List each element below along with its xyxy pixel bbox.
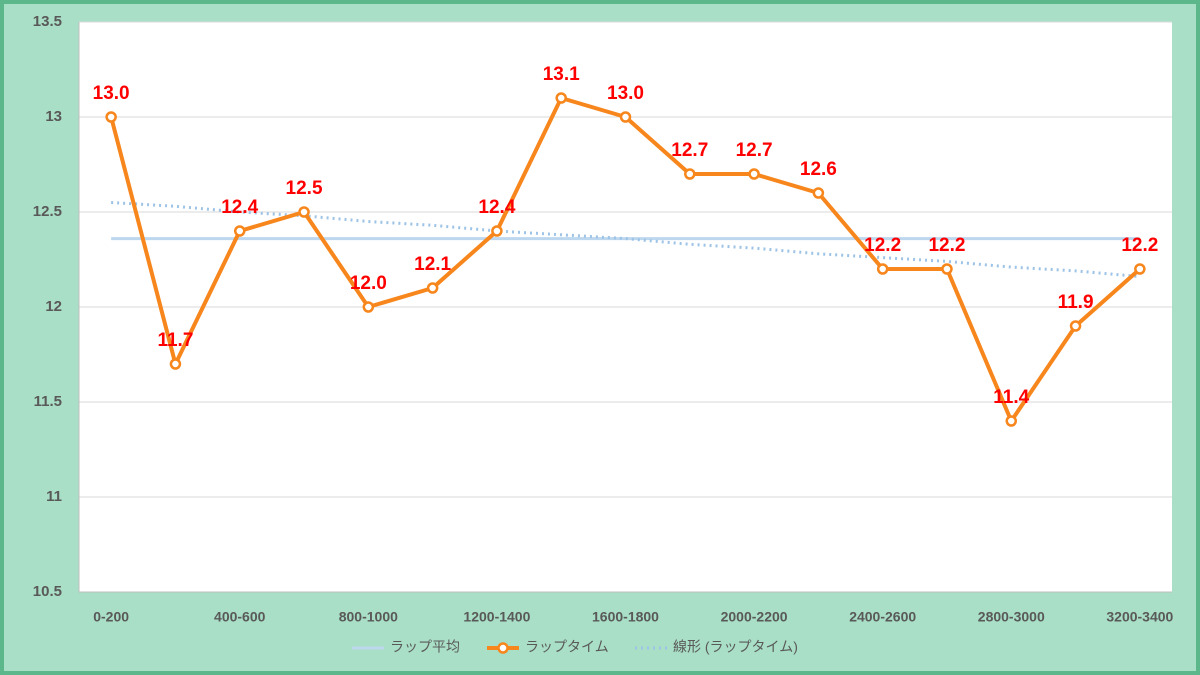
point-marker — [748, 168, 760, 180]
legend-label: 線形 (ラップタイム) — [673, 639, 798, 655]
data-label: 12.1 — [414, 254, 451, 275]
x-tick-label: 800-1000 — [339, 609, 398, 625]
data-label: 12.5 — [286, 178, 323, 199]
data-label: 12.6 — [800, 159, 837, 180]
series-line — [111, 201, 1140, 279]
legend-marker — [497, 642, 509, 654]
y-tick-label: 13.5 — [33, 13, 62, 30]
point-marker — [555, 92, 567, 104]
data-label: 12.2 — [1121, 235, 1158, 256]
point-marker — [1005, 415, 1018, 427]
point-marker — [812, 187, 825, 199]
legend-label: ラップ平均 — [390, 639, 460, 655]
point-marker — [105, 111, 117, 123]
y-tick-label: 12 — [45, 298, 62, 315]
data-label: 13.1 — [543, 64, 580, 85]
point-marker — [876, 263, 889, 275]
data-label: 12.4 — [478, 197, 515, 218]
point-marker — [941, 263, 953, 275]
x-tick-label: 2800-3000 — [978, 609, 1045, 625]
point-marker — [233, 225, 246, 237]
data-label: 12.7 — [671, 140, 708, 161]
data-label: 11.7 — [157, 330, 193, 351]
data-label: 11.4 — [993, 387, 1029, 408]
x-tick-label: 2400-2600 — [849, 609, 916, 625]
y-tick-label: 12.5 — [33, 203, 62, 220]
x-tick-label: 0-200 — [93, 609, 129, 625]
data-label: 12.0 — [350, 273, 387, 294]
x-tick-label: 3200-3400 — [1106, 609, 1173, 625]
point-marker — [619, 111, 632, 123]
point-marker — [1134, 263, 1146, 275]
point-marker — [684, 168, 696, 180]
point-marker — [362, 301, 375, 313]
data-label: 13.0 — [607, 83, 644, 104]
point-marker — [169, 358, 182, 370]
data-label: 12.2 — [864, 235, 901, 256]
y-tick-label: 13 — [45, 108, 62, 125]
data-label: 12.7 — [736, 140, 773, 161]
x-tick-label: 1600-1800 — [592, 609, 659, 625]
y-tick-label: 10.5 — [33, 583, 62, 600]
point-marker — [1069, 320, 1082, 332]
point-marker — [426, 282, 439, 294]
data-label: 11.9 — [1058, 292, 1094, 313]
legend-label: ラップタイム — [525, 639, 609, 655]
x-tick-label: 1200-1400 — [463, 609, 530, 625]
point-marker — [298, 206, 310, 218]
data-label: 12.2 — [928, 235, 965, 256]
data-label: 12.4 — [221, 197, 258, 218]
y-tick-label: 11.5 — [34, 393, 62, 410]
y-tick-label: 11 — [46, 488, 62, 505]
x-tick-label: 2000-2200 — [721, 609, 788, 625]
data-label: 13.0 — [93, 83, 130, 104]
x-tick-label: 400-600 — [214, 609, 266, 625]
point-marker — [491, 225, 503, 237]
